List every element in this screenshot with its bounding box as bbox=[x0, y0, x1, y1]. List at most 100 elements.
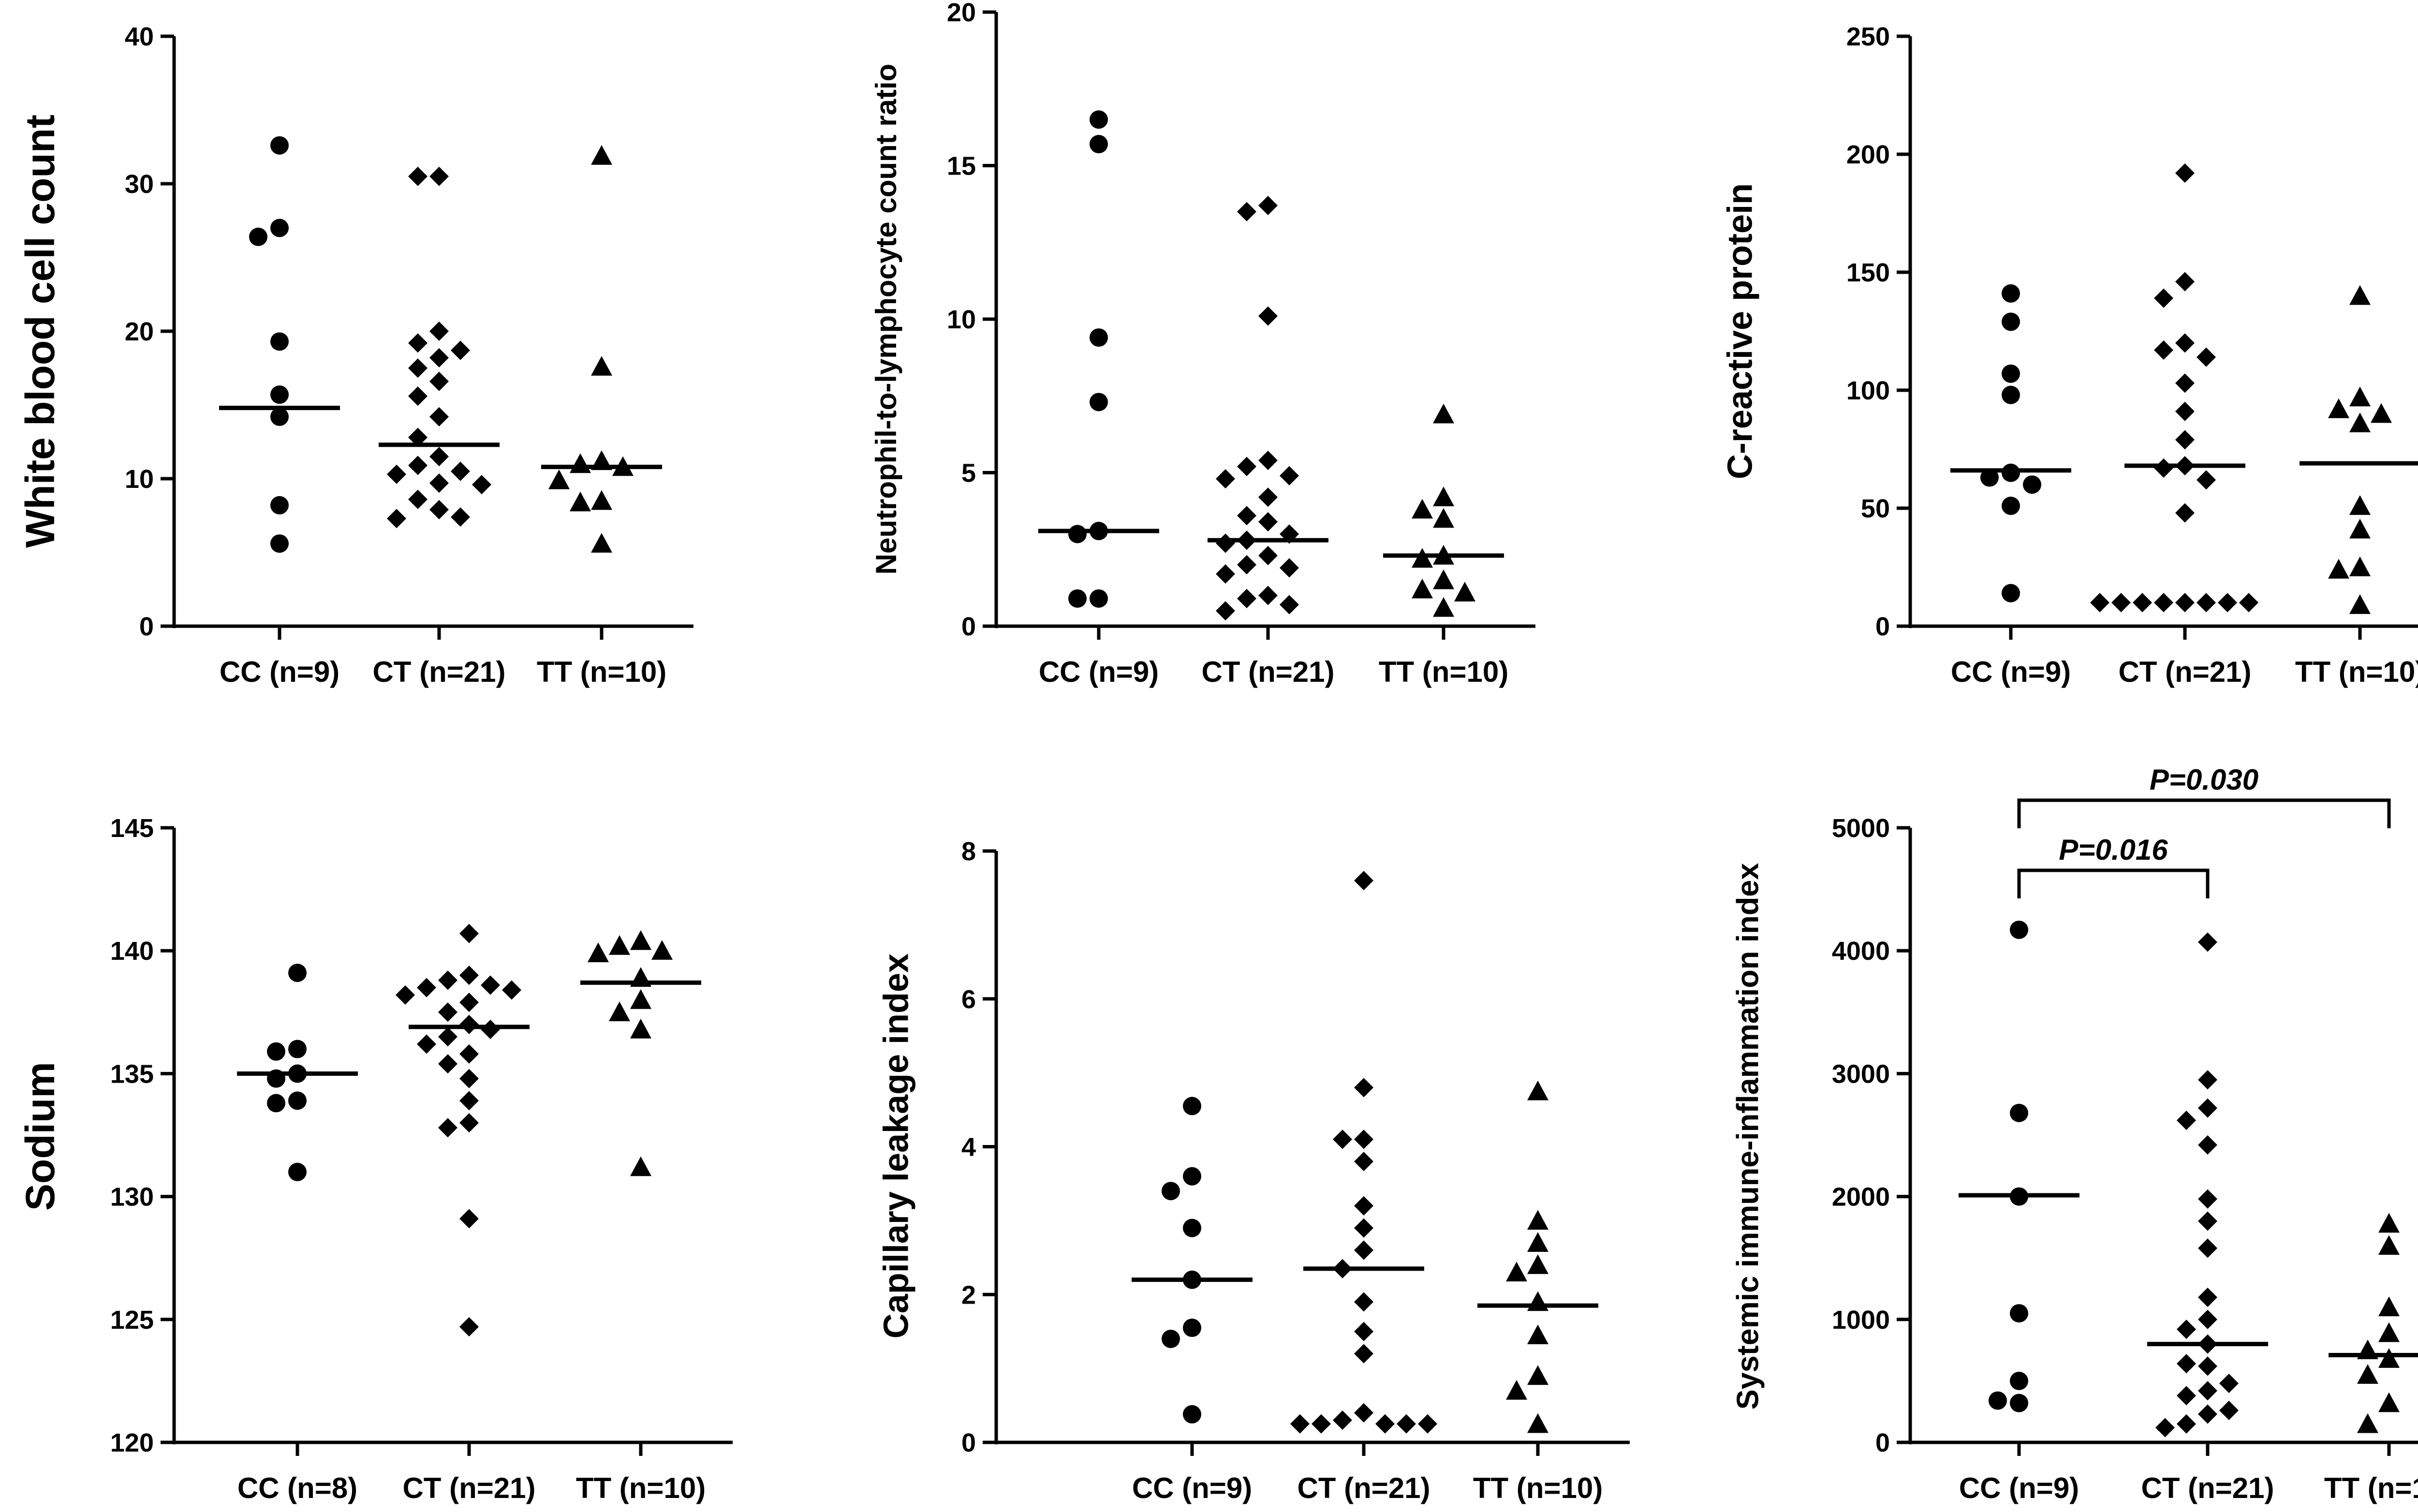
cli-point-2-7 bbox=[1527, 1365, 1548, 1385]
sii-point-1-16 bbox=[2177, 1386, 2196, 1406]
cli-point-1-18 bbox=[1418, 1414, 1437, 1434]
cli-point-1-9 bbox=[1354, 1292, 1373, 1312]
sii-point-2-3 bbox=[2378, 1322, 2400, 1342]
crp-point-0-7 bbox=[2002, 497, 2020, 515]
sodium-point-0-5 bbox=[288, 1091, 307, 1110]
sodium-point-2-8 bbox=[630, 1156, 651, 1176]
panel-cli: 0 2 4 6 8 CC (n=9) CT (n=21) TT (n=10) Capillary… bbox=[877, 837, 1630, 1504]
sodium-point-1-13 bbox=[459, 1044, 479, 1064]
crp-point-1-12 bbox=[2175, 503, 2195, 523]
crp-point-2-1 bbox=[2349, 386, 2371, 407]
sii-point-0-5 bbox=[1989, 1391, 2007, 1410]
nlr-category-label-0: CC (n=9) bbox=[1039, 656, 1159, 688]
crp-ytick-label-2: 100 bbox=[1846, 376, 1890, 405]
sodium-point-1-0 bbox=[459, 924, 479, 943]
sii-ytick-label-3: 3000 bbox=[1832, 1059, 1890, 1088]
sii-category-label-0: CC (n=9) bbox=[1959, 1472, 2079, 1504]
cli-y-axis-title: Capillary leakage index bbox=[877, 954, 916, 1338]
crp-ytick-label-1: 50 bbox=[1861, 494, 1890, 523]
nlr-point-1-1 bbox=[1237, 202, 1256, 221]
wbc-point-1-11 bbox=[429, 447, 449, 467]
nlr-point-2-9 bbox=[1433, 597, 1454, 617]
sii-point-2-5 bbox=[2378, 1348, 2400, 1368]
crp-point-1-16 bbox=[2133, 593, 2152, 613]
cli-point-1-11 bbox=[1354, 1344, 1373, 1364]
cli-point-2-9 bbox=[1527, 1413, 1548, 1433]
nlr-ytick-label-2: 10 bbox=[947, 305, 976, 334]
sodium-point-1-3 bbox=[481, 975, 500, 995]
sii-point-1-15 bbox=[2198, 1381, 2217, 1401]
cli-point-0-7 bbox=[1183, 1405, 1201, 1424]
crp-point-2-5 bbox=[2349, 495, 2371, 515]
crp-point-1-10 bbox=[2154, 458, 2173, 478]
nlr-point-1-14 bbox=[1237, 555, 1256, 574]
cli-ytick-label-3: 6 bbox=[961, 985, 976, 1014]
cli-point-2-3 bbox=[1527, 1254, 1548, 1274]
nlr-point-0-1 bbox=[1090, 135, 1108, 154]
cli-point-1-12 bbox=[1354, 1403, 1373, 1423]
sii-point-2-0 bbox=[2378, 1213, 2400, 1233]
sodium-ytick-label-3: 135 bbox=[110, 1059, 154, 1088]
crp-point-0-6 bbox=[2023, 475, 2041, 494]
crp-point-1-20 bbox=[2090, 593, 2109, 613]
sii-point-0-1 bbox=[2010, 1103, 2028, 1122]
cli-point-1-16 bbox=[1397, 1414, 1416, 1434]
crp-point-2-4 bbox=[2349, 412, 2371, 433]
sii-point-2-6 bbox=[2357, 1364, 2378, 1384]
cli-point-0-6 bbox=[1162, 1329, 1180, 1348]
cli-point-2-1 bbox=[1527, 1210, 1548, 1230]
wbc-y-axis-title: White blood cell count bbox=[17, 115, 63, 548]
sii-point-1-17 bbox=[2219, 1400, 2239, 1420]
wbc-point-1-10 bbox=[408, 427, 428, 447]
nlr-point-2-3 bbox=[1433, 508, 1454, 528]
wbc-point-0-5 bbox=[270, 407, 289, 426]
nlr-point-1-17 bbox=[1258, 586, 1278, 605]
wbc-category-label-2: TT (n=10) bbox=[537, 656, 666, 688]
wbc-point-1-14 bbox=[387, 464, 406, 484]
crp-point-1-8 bbox=[2175, 430, 2195, 450]
sodium-point-1-20 bbox=[459, 1317, 479, 1337]
sodium-point-1-4 bbox=[417, 978, 436, 998]
nlr-point-2-0 bbox=[1433, 403, 1454, 424]
wbc-point-1-0 bbox=[429, 166, 449, 186]
nlr-point-1-15 bbox=[1280, 558, 1299, 578]
crp-point-1-13 bbox=[2175, 593, 2195, 613]
wbc-point-1-2 bbox=[429, 322, 449, 341]
sodium-point-1-14 bbox=[438, 1054, 457, 1074]
nlr-category-label-1: CT (n=21) bbox=[1201, 656, 1334, 688]
nlr-point-1-16 bbox=[1216, 564, 1235, 584]
crp-point-1-14 bbox=[2154, 593, 2173, 613]
crp-category-label-2: TT (n=10) bbox=[2295, 656, 2418, 688]
nlr-point-1-4 bbox=[1237, 456, 1256, 476]
crp-point-0-0 bbox=[2002, 284, 2020, 303]
cli-point-0-5 bbox=[1183, 1319, 1201, 1337]
sodium-point-0-1 bbox=[288, 1040, 307, 1058]
cli-category-label-1: CT (n=21) bbox=[1297, 1472, 1430, 1504]
sodium-point-0-0 bbox=[288, 963, 307, 982]
wbc-point-2-1 bbox=[591, 356, 612, 376]
nlr-point-0-7 bbox=[1068, 589, 1087, 608]
wbc-point-1-16 bbox=[472, 475, 491, 495]
nlr-point-1-5 bbox=[1280, 466, 1299, 485]
crp-point-0-2 bbox=[2002, 364, 2020, 383]
wbc-point-0-6 bbox=[270, 496, 289, 514]
cli-point-1-10 bbox=[1354, 1321, 1373, 1341]
cli-ytick-label-0: 0 bbox=[961, 1428, 976, 1457]
nlr-point-2-6 bbox=[1433, 569, 1454, 589]
nlr-point-1-8 bbox=[1237, 506, 1256, 526]
cli-point-2-6 bbox=[1527, 1324, 1548, 1345]
sii-point-2-8 bbox=[2357, 1413, 2378, 1433]
crp-point-1-19 bbox=[2239, 593, 2258, 613]
cli-point-1-7 bbox=[1354, 1240, 1373, 1260]
sii-y-axis-title: Systemic immune-inflammation index bbox=[1731, 863, 1765, 1410]
crp-point-2-6 bbox=[2349, 518, 2371, 539]
wbc-point-0-7 bbox=[270, 534, 289, 553]
sodium-point-1-11 bbox=[438, 1027, 457, 1047]
nlr-point-0-5 bbox=[1068, 525, 1087, 543]
sodium-ytick-label-5: 145 bbox=[110, 814, 154, 843]
sodium-point-2-2 bbox=[651, 940, 673, 960]
sodium-point-1-7 bbox=[459, 992, 479, 1012]
sii-point-1-14 bbox=[2219, 1373, 2239, 1393]
wbc-point-2-8 bbox=[591, 533, 612, 553]
sii-point-1-6 bbox=[2198, 1211, 2217, 1231]
